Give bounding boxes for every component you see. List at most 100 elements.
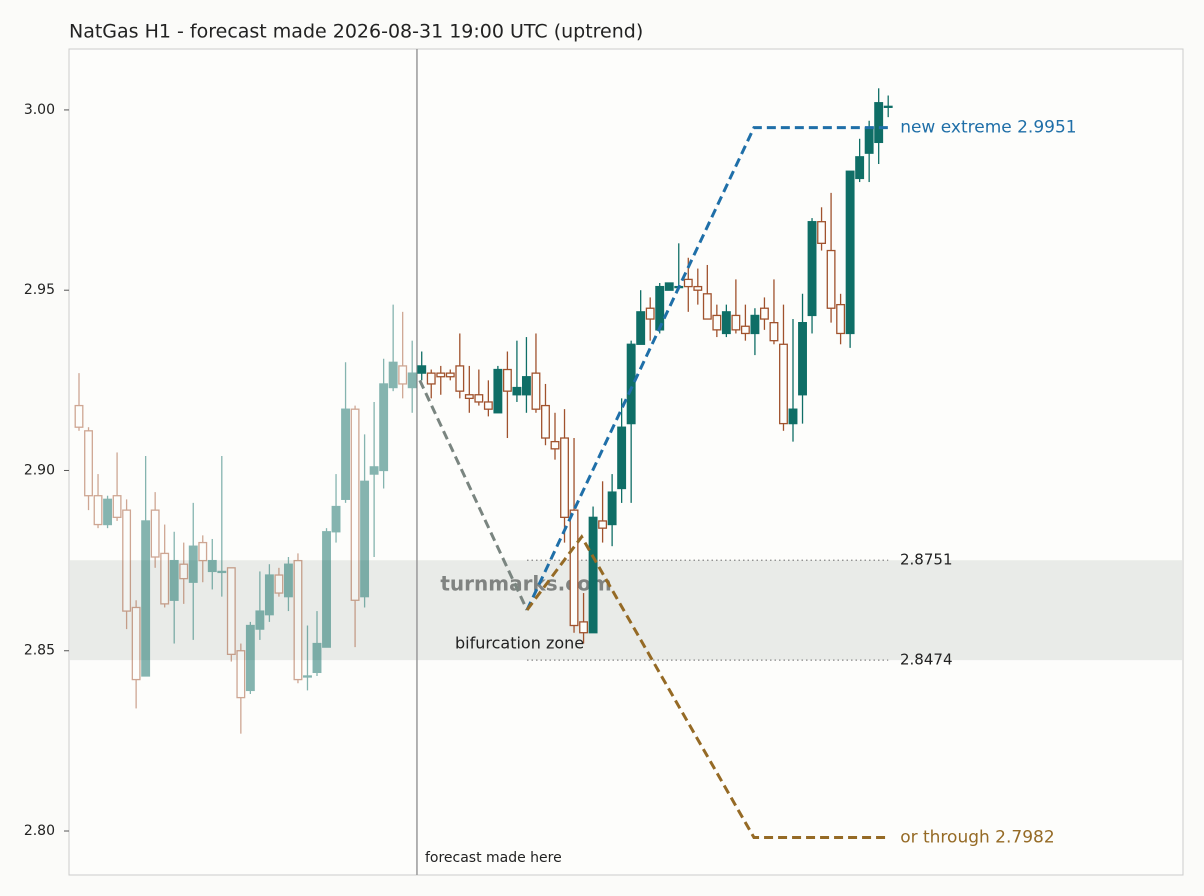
- level-label: 2.8474: [900, 651, 953, 669]
- candle: [198, 535, 208, 583]
- candle-body: [664, 282, 674, 291]
- y-tick-label: 2.95: [24, 282, 55, 298]
- candle: [84, 427, 93, 511]
- candle-body: [512, 386, 522, 396]
- candle-body: [474, 394, 484, 403]
- candle: [836, 293, 846, 345]
- candle: [740, 304, 750, 341]
- candle: [274, 567, 284, 597]
- candle-body: [636, 311, 646, 345]
- candle: [169, 531, 179, 644]
- candle: [283, 557, 293, 612]
- candle: [217, 456, 227, 597]
- candle: [636, 290, 646, 345]
- candle-body: [579, 621, 589, 634]
- candle: [112, 452, 122, 521]
- candle: [103, 495, 113, 529]
- candle-body: [131, 606, 141, 681]
- candle-body: [398, 365, 408, 385]
- candle-body: [807, 221, 817, 317]
- candle-body: [731, 314, 741, 331]
- candle: [122, 499, 132, 630]
- candle: [417, 351, 427, 381]
- candle: [483, 380, 493, 417]
- scenario-label: new extreme 2.9951: [900, 118, 1076, 138]
- candle-body: [769, 322, 779, 342]
- candle-body: [226, 567, 236, 655]
- bifurcation-zone: [70, 560, 1182, 661]
- candle: [226, 567, 236, 662]
- candle-body: [388, 361, 398, 389]
- candle-body: [740, 325, 750, 335]
- candle-body: [626, 343, 636, 425]
- level-label: 2.8751: [900, 551, 953, 569]
- candle-body: [683, 278, 693, 288]
- candle-body: [417, 365, 427, 374]
- scenario-line: [525, 534, 889, 840]
- y-tick-label: 2.85: [24, 643, 55, 659]
- candle: [702, 264, 712, 320]
- candle: [369, 401, 379, 558]
- candle-body: [264, 574, 274, 616]
- candle-body: [759, 307, 769, 320]
- candle: [779, 304, 788, 431]
- candle: [426, 369, 436, 399]
- candle: [245, 621, 255, 695]
- candle: [750, 308, 760, 356]
- candle: [360, 434, 370, 608]
- candle-body: [84, 430, 93, 497]
- candle: [664, 282, 674, 291]
- candle-body: [322, 531, 331, 648]
- candle-body: [303, 675, 312, 678]
- candle: [817, 207, 827, 251]
- candle: [788, 319, 798, 442]
- candle-body: [779, 343, 788, 425]
- candle: [826, 192, 836, 323]
- candle-body: [369, 466, 379, 475]
- candle-body: [360, 480, 370, 598]
- candle: [598, 481, 608, 543]
- candle: [617, 398, 627, 503]
- candle: [255, 571, 265, 640]
- forecast-label: forecast made here: [425, 850, 562, 866]
- candle: [93, 474, 103, 529]
- candle-body: [160, 552, 170, 605]
- candle-body: [293, 559, 303, 681]
- candle: [322, 528, 331, 648]
- candle-body: [607, 491, 617, 526]
- candle: [407, 340, 417, 413]
- candle: [521, 337, 531, 413]
- candle-body: [712, 314, 722, 331]
- candle: [207, 538, 217, 590]
- candle: [883, 95, 893, 118]
- candle-body: [207, 559, 217, 573]
- candle-body: [493, 368, 503, 414]
- scenario-label: or through 2.7982: [900, 828, 1054, 848]
- candle: [874, 88, 884, 165]
- candle: [398, 311, 408, 399]
- candle: [769, 279, 779, 345]
- candle: [693, 268, 703, 305]
- candle: [436, 365, 446, 395]
- candle-body: [236, 650, 246, 699]
- candle-body: [483, 401, 493, 410]
- candle-body: [122, 509, 132, 612]
- candle: [388, 304, 398, 392]
- candle: [264, 564, 274, 622]
- candle: [759, 297, 769, 330]
- candle-body: [855, 156, 865, 180]
- candle: [798, 293, 807, 424]
- candle: [445, 369, 455, 381]
- candle-body: [826, 249, 836, 309]
- candle-body: [169, 559, 179, 601]
- candle: [855, 138, 865, 183]
- candle: [560, 409, 569, 543]
- candle: [150, 492, 160, 568]
- candle: [350, 405, 360, 648]
- candle: [464, 365, 474, 413]
- candle-body: [817, 221, 827, 244]
- candle: [379, 358, 389, 489]
- candle: [236, 643, 246, 734]
- candle: [588, 506, 598, 634]
- candle-body: [883, 105, 893, 108]
